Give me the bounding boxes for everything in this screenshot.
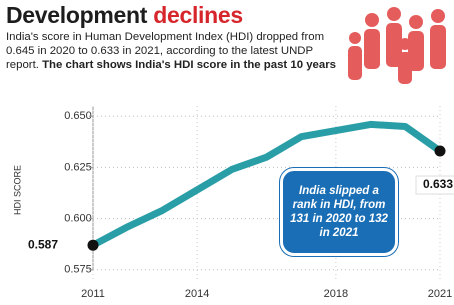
end-dot — [435, 146, 446, 157]
x-tick-label: 2014 — [185, 288, 209, 300]
chart: HDI SCORE 0.575 0.600 0.625 0.650 2011 2014 20… — [0, 0, 454, 305]
y-tick-label: 0.575 — [64, 264, 92, 276]
y-tick-label: 0.650 — [64, 110, 92, 122]
data-label: 0.633 — [423, 177, 453, 191]
y-tick-label: 0.600 — [64, 212, 92, 224]
y-axis-label: HDI SCORE — [12, 165, 22, 215]
x-tick-label: 2018 — [324, 288, 348, 300]
infographic: Development declines India's score in Hu… — [0, 0, 454, 305]
x-tick-label: 2021 — [428, 288, 452, 300]
people-icon — [348, 7, 446, 84]
x-tick-label: 2011 — [81, 288, 105, 300]
y-tick-label: 0.625 — [64, 161, 92, 173]
data-label: 0.587 — [28, 237, 58, 251]
end-dot — [88, 240, 99, 251]
annotation: India slipped a rank in HDI, from 131 in… — [280, 168, 398, 256]
